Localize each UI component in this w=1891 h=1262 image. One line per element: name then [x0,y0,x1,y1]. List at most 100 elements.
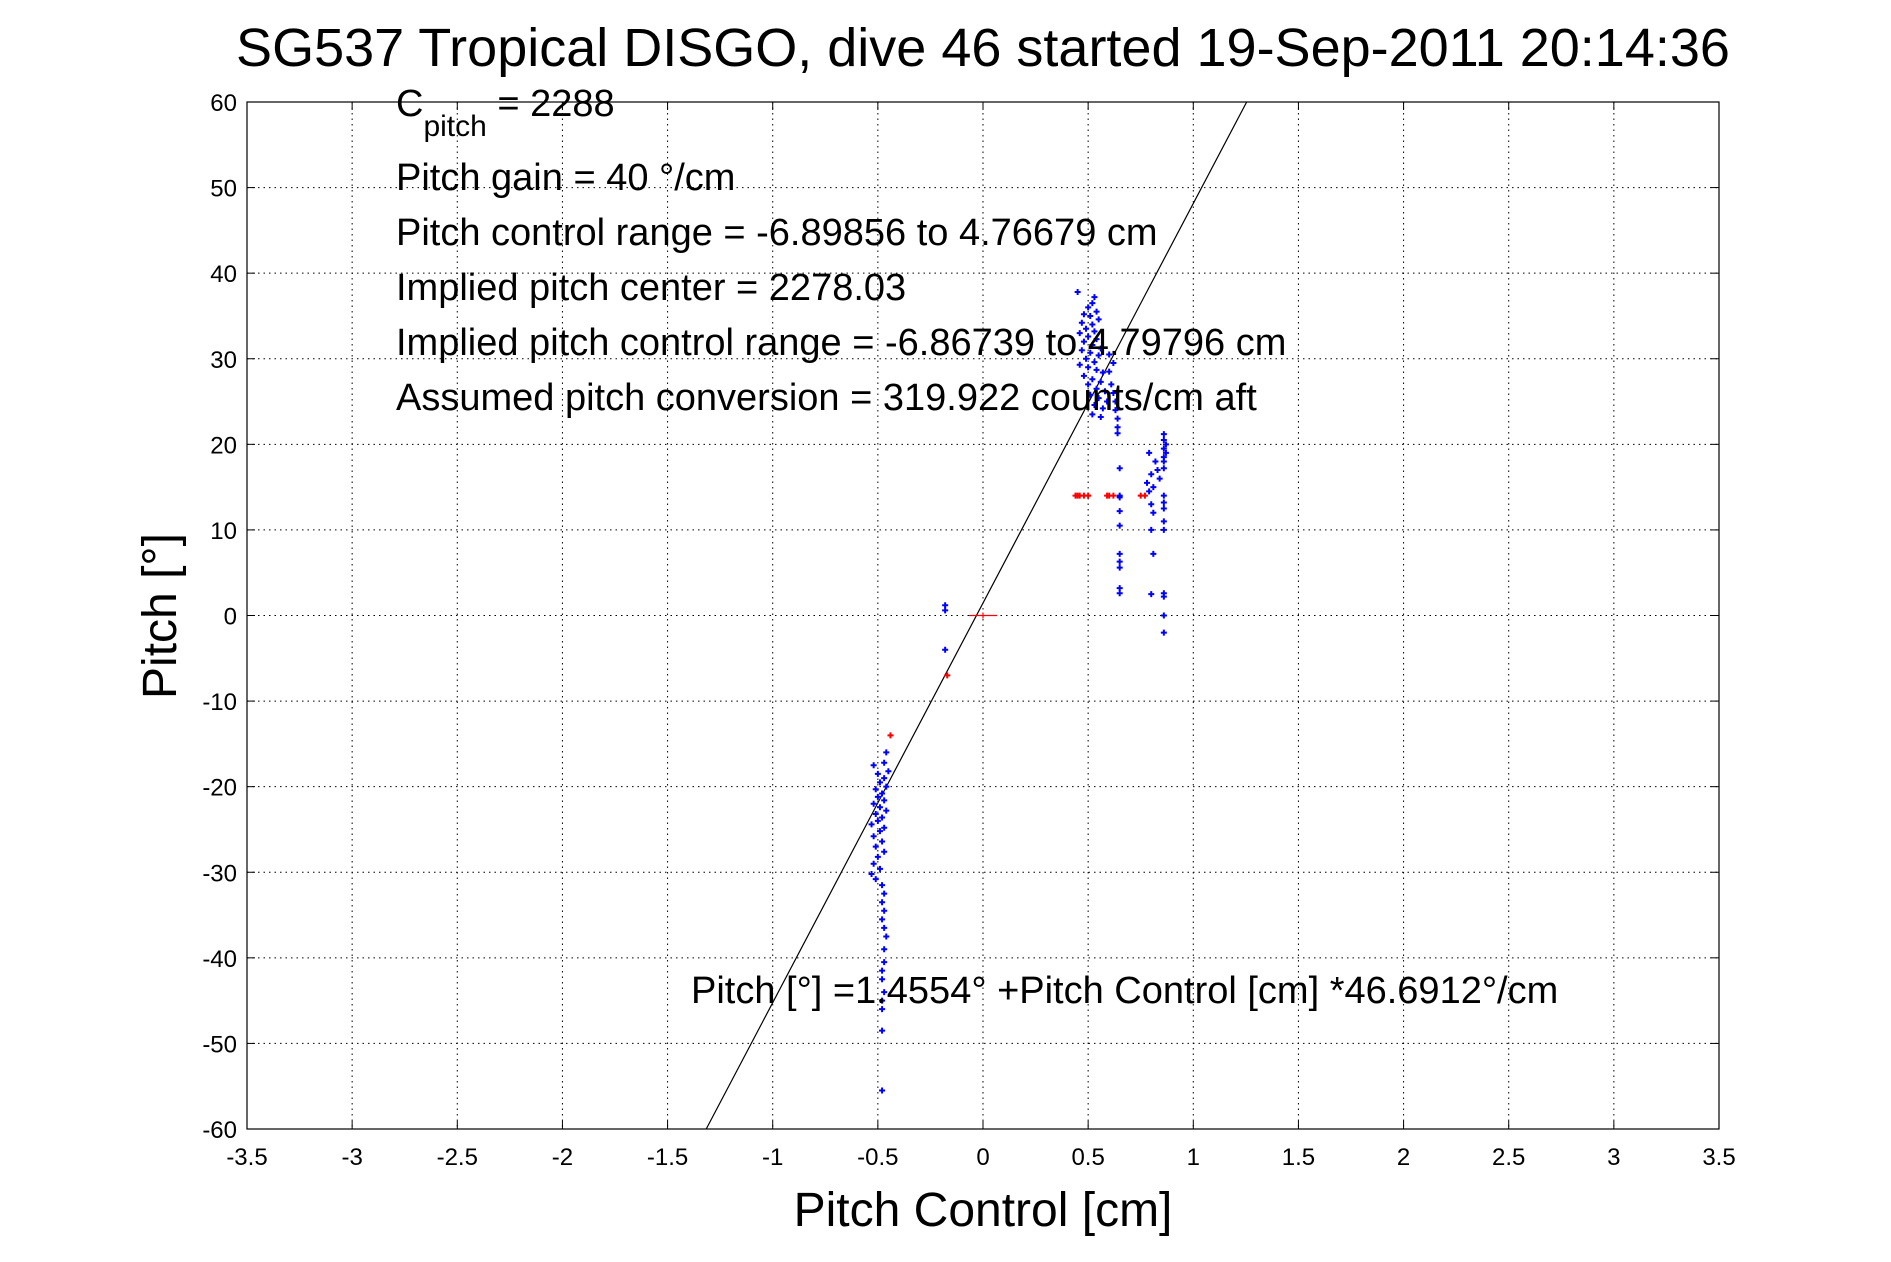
pitch-blue-point [885,768,892,775]
pitch-blue-point [1093,385,1100,392]
x-tick-label: 3.5 [1702,1144,1735,1171]
x-tick-label: -1 [762,1144,783,1171]
x-tick-label: 2.5 [1492,1144,1525,1171]
x-tick-label: 2 [1397,1144,1410,1171]
pitch-blue-point [1076,361,1083,368]
pitch-blue-point [881,946,888,953]
pitch-blue-point [1160,629,1167,636]
x-axis-label: Pitch Control [cm] [794,1184,1173,1237]
c-pitch-sub: pitch [423,110,486,143]
pitch-blue-point [1089,321,1096,328]
pitch-blue-point [1104,398,1111,405]
pitch-blue-point [1160,505,1167,512]
fit-equation-annotation: Pitch [°] =1.4554° +Pitch Control [cm] *… [691,970,1558,1012]
pitch-blue-point [1148,591,1155,598]
pitch-red-point [1141,492,1148,499]
pitch-blue-point [874,793,881,800]
c-pitch-annotation: Cpitch = 2288 [396,83,615,143]
pitch-blue-point [870,800,877,807]
pitch-blue-point [872,876,879,883]
pitch-blue-point [1085,333,1092,340]
pitch-blue-point [879,976,886,983]
pitch-blue-point [1116,492,1123,499]
pitch-blue-point [1160,465,1167,472]
pitch-blue-point [1078,319,1085,326]
pitch-blue-point [874,853,881,860]
pitch-blue-point [1110,389,1117,396]
pitch-blue-point [1116,564,1123,571]
pitch-blue-point [1144,479,1151,486]
x-tick-label: -1.5 [647,1144,688,1171]
pitch-blue-point [874,770,881,777]
pitch-blue-point [1106,368,1113,375]
pitch-blue-point [874,817,881,824]
pitch-blue-point [1095,395,1102,402]
pitch-blue-point [868,870,875,877]
pitch-blue-point [1160,431,1167,438]
x-tick-label: 1.5 [1282,1144,1315,1171]
pitch-blue-point [1106,351,1113,358]
pitch-blue-point [1148,471,1155,478]
pitch-blue-point [879,1006,886,1013]
chart-title: SG537 Tropical DISGO, dive 46 started 19… [236,18,1730,78]
pitch-blue-point [1083,325,1090,332]
pitch-blue-point [1114,430,1121,437]
pitch-blue-point [868,821,875,828]
pitch-blue-point [1160,445,1167,452]
pitch-blue-point [876,865,883,872]
pitch-blue-point [1091,359,1098,366]
pitch-blue-point [1162,441,1169,448]
pitch-blue-point [1116,465,1123,472]
y-tick-label: 60 [210,90,237,117]
x-tick-label: 0.5 [1071,1144,1104,1171]
pitch-blue-point [1110,360,1117,367]
pitch-blue-point [1099,369,1106,376]
pitch-blue-point [1116,522,1123,529]
pitch-blue-point [1089,342,1096,349]
pitch-red-point [1110,492,1117,499]
pitch-blue-point [942,646,949,653]
pitch-blue-point [879,790,886,797]
y-tick-label: 40 [210,261,237,288]
pitch-blue-point [1087,391,1094,398]
pitch-blue-point [1080,338,1087,345]
y-tick-label: 10 [210,518,237,545]
pitch-blue-point [1095,352,1102,359]
pitch-blue-point [879,1087,886,1094]
pitch-blue-point [1089,376,1096,383]
y-axis-label: Pitch [°] [134,533,187,699]
x-tick-label: -0.5 [857,1144,898,1171]
pitch-blue-point [1150,550,1157,557]
x-tick-label: 3 [1607,1144,1620,1171]
pitch-blue-point [1154,467,1161,474]
pitch-blue-point [1089,300,1096,307]
y-tick-label: -20 [202,775,237,802]
pitch-blue-point [1083,355,1090,362]
pitch-blue-point [1116,558,1123,565]
pitch-blue-point [1160,499,1167,506]
y-tick-label: 20 [210,432,237,459]
pitch-blue-point [881,907,888,914]
pitch-blue-point [870,833,877,840]
pitch-gain-annotation: Pitch gain = 40 °/cm [396,157,735,199]
pitch-blue-point [1093,366,1100,373]
pitch-blue-point [1116,585,1123,592]
x-tick-label: -3.5 [226,1144,267,1171]
pitch-blue-point [1160,612,1167,619]
y-tick-label: 30 [210,347,237,374]
pitch-blue-point [879,814,886,821]
pitch-blue-point [1160,526,1167,533]
pitch-blue-point [881,890,888,897]
pitch-blue-point [1114,415,1121,422]
data-marks [705,101,1248,1130]
pitch-blue-point [1108,381,1115,388]
pitch-blue-point [1093,308,1100,315]
pitch-blue-point [881,959,888,966]
x-tick-label: 1 [1187,1144,1200,1171]
pitch-blue-point [1160,593,1167,600]
c-pitch-value: = 2288 [487,83,615,125]
pitch-blue-point [879,916,886,923]
grid [247,102,1719,1129]
pitch-blue-point [1087,349,1094,356]
pitch-blue-point [881,775,888,782]
